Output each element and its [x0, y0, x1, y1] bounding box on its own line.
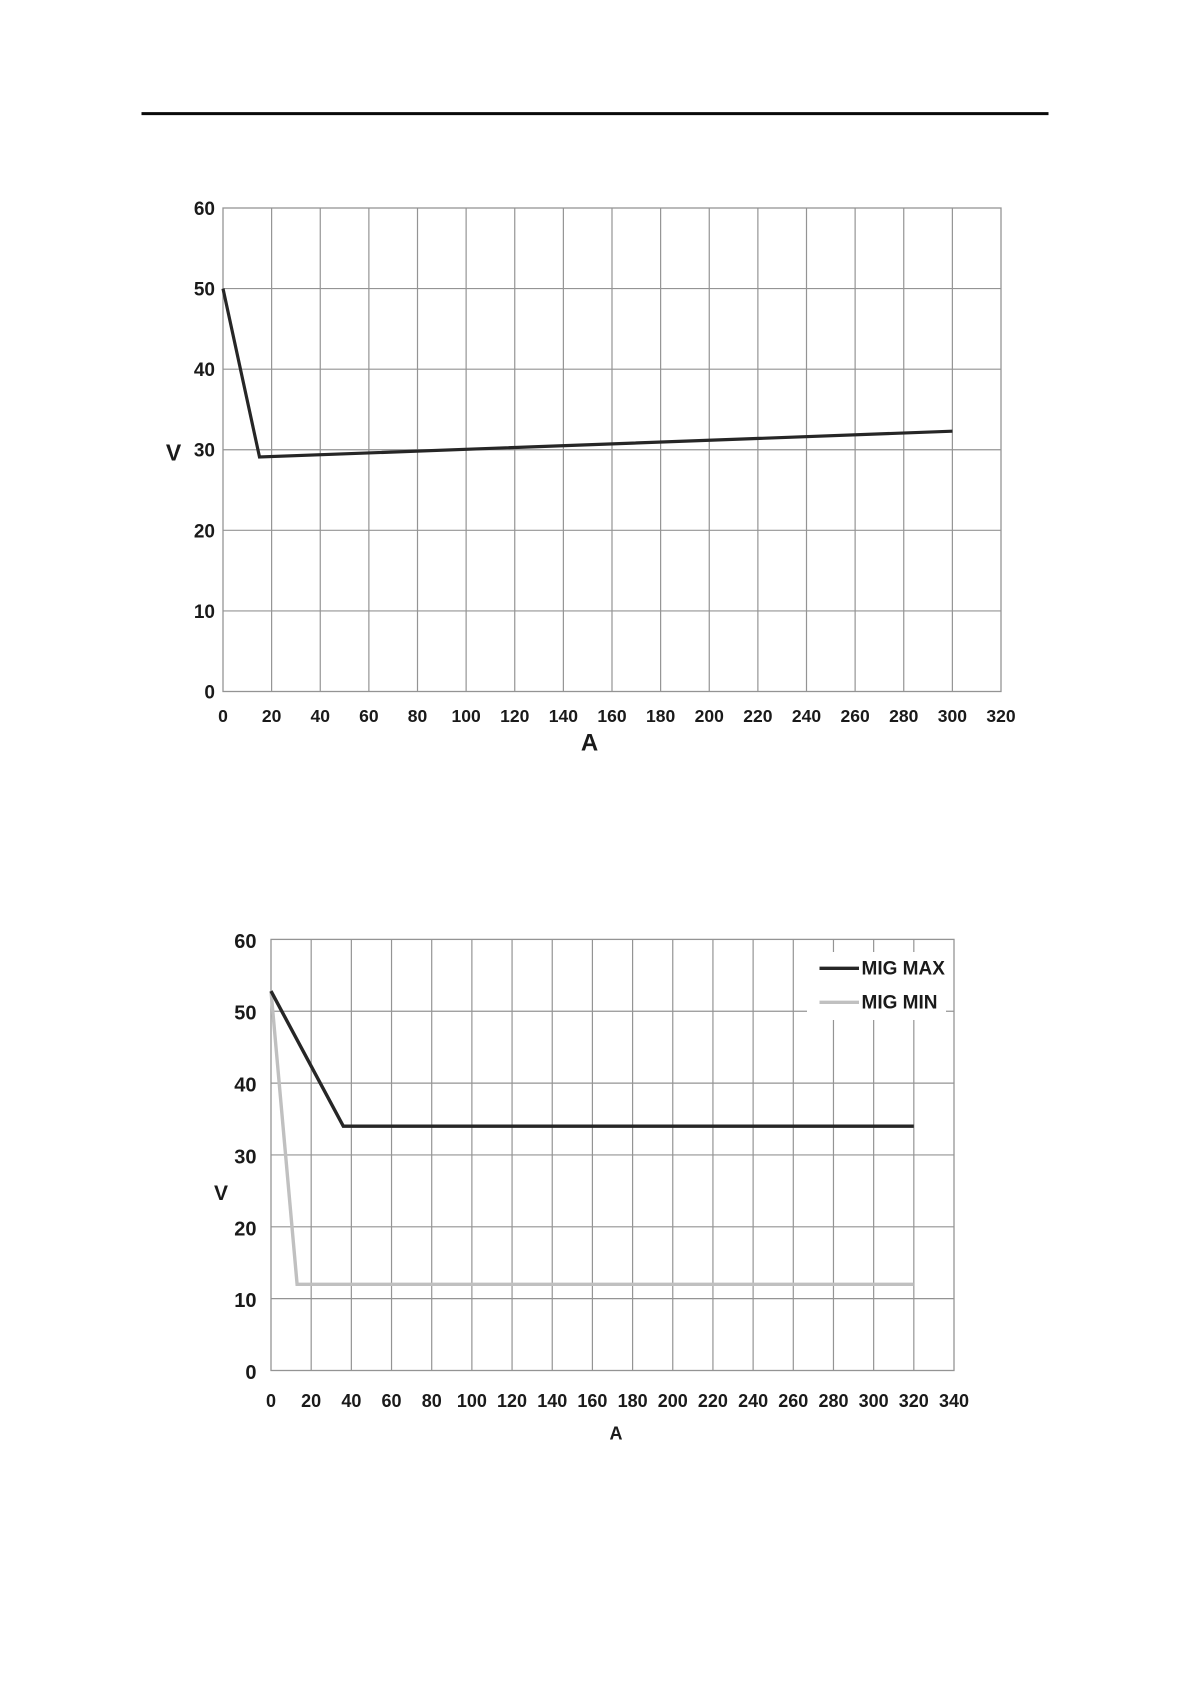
- svg-text:20: 20: [301, 1391, 321, 1411]
- svg-text:240: 240: [738, 1391, 768, 1411]
- svg-text:200: 200: [658, 1391, 688, 1411]
- svg-text:140: 140: [549, 706, 578, 726]
- svg-text:20: 20: [262, 706, 282, 726]
- svg-text:V: V: [214, 1182, 228, 1205]
- svg-text:60: 60: [359, 706, 379, 726]
- svg-text:10: 10: [234, 1290, 256, 1312]
- svg-text:20: 20: [194, 521, 215, 542]
- svg-text:300: 300: [859, 1391, 889, 1411]
- svg-text:220: 220: [743, 706, 772, 726]
- svg-text:A: A: [610, 1423, 623, 1443]
- svg-text:120: 120: [500, 706, 529, 726]
- svg-text:180: 180: [618, 1391, 648, 1411]
- svg-text:160: 160: [597, 706, 626, 726]
- svg-text:40: 40: [341, 1391, 361, 1411]
- svg-text:140: 140: [537, 1391, 567, 1411]
- svg-text:160: 160: [577, 1391, 607, 1411]
- svg-text:50: 50: [194, 280, 215, 301]
- svg-text:0: 0: [245, 1362, 256, 1384]
- svg-text:40: 40: [194, 360, 215, 381]
- svg-text:60: 60: [194, 199, 215, 220]
- svg-text:220: 220: [698, 1391, 728, 1411]
- svg-text:120: 120: [497, 1391, 527, 1411]
- svg-text:240: 240: [792, 706, 821, 726]
- svg-text:200: 200: [695, 706, 724, 726]
- svg-text:30: 30: [194, 441, 215, 462]
- svg-text:0: 0: [266, 1391, 276, 1411]
- svg-text:80: 80: [422, 1391, 442, 1411]
- svg-text:MIG MAX: MIG MAX: [862, 959, 946, 980]
- svg-text:50: 50: [234, 1003, 256, 1025]
- svg-text:0: 0: [218, 706, 228, 726]
- svg-text:100: 100: [452, 706, 481, 726]
- svg-text:260: 260: [841, 706, 870, 726]
- svg-text:280: 280: [818, 1391, 848, 1411]
- svg-text:A: A: [581, 730, 598, 757]
- svg-text:MIG MIN: MIG MIN: [862, 993, 938, 1014]
- svg-text:180: 180: [646, 706, 675, 726]
- svg-text:340: 340: [939, 1391, 969, 1411]
- svg-text:60: 60: [234, 931, 256, 953]
- svg-text:20: 20: [234, 1218, 256, 1240]
- svg-text:10: 10: [194, 602, 215, 623]
- svg-text:30: 30: [234, 1146, 256, 1168]
- svg-text:40: 40: [311, 706, 331, 726]
- svg-text:0: 0: [204, 682, 215, 703]
- svg-text:320: 320: [899, 1391, 929, 1411]
- svg-text:80: 80: [408, 706, 428, 726]
- svg-text:300: 300: [938, 706, 967, 726]
- svg-text:100: 100: [457, 1391, 487, 1411]
- svg-text:60: 60: [382, 1391, 402, 1411]
- svg-text:40: 40: [234, 1075, 256, 1097]
- svg-text:280: 280: [889, 706, 918, 726]
- svg-text:V: V: [166, 439, 182, 465]
- svg-text:260: 260: [778, 1391, 808, 1411]
- svg-text:320: 320: [986, 706, 1015, 726]
